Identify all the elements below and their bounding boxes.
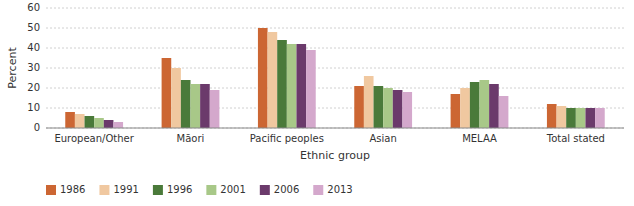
x-axis-label: Ethnic group <box>300 149 370 162</box>
bar <box>191 84 201 128</box>
bar <box>489 84 499 128</box>
bar <box>171 68 181 128</box>
legend-item: 2001 <box>206 184 245 195</box>
y-tick-label: 0 <box>34 122 40 133</box>
y-tick-label: 10 <box>27 102 40 113</box>
legend-item: 1996 <box>153 184 192 195</box>
bar <box>585 108 595 128</box>
grid-line <box>46 28 624 29</box>
bar <box>383 88 393 128</box>
bar <box>364 76 374 128</box>
bar <box>75 114 85 128</box>
legend-item: 1991 <box>99 184 138 195</box>
x-tick-label: Asian <box>370 133 397 144</box>
y-tick-label: 40 <box>27 42 40 53</box>
bar <box>268 32 278 128</box>
bar <box>374 86 384 128</box>
grid-line <box>46 68 624 69</box>
y-tick-label: 50 <box>27 22 40 33</box>
bars <box>65 28 604 128</box>
legend-swatch <box>260 185 270 195</box>
grid-line <box>46 108 624 109</box>
bar <box>393 90 403 128</box>
x-tick-label: Pacific peoples <box>250 133 324 144</box>
bar <box>557 106 567 128</box>
legend-label: 1996 <box>167 184 192 195</box>
legend-item: 2013 <box>313 184 352 195</box>
bar <box>451 94 461 128</box>
bar <box>200 84 210 128</box>
x-tick-label: Māori <box>177 133 205 144</box>
legend-label: 1986 <box>60 184 85 195</box>
bar <box>595 108 605 128</box>
bar <box>547 104 557 128</box>
bar <box>460 88 470 128</box>
legend: 1986 1991 1996 2001 2006 2013 <box>46 184 353 195</box>
bar <box>277 40 287 128</box>
y-axis-label: Percent <box>6 47 19 89</box>
legend-label: 2001 <box>220 184 245 195</box>
x-tick-label: European/Other <box>54 133 134 144</box>
bar <box>576 108 586 128</box>
x-axis-line <box>46 128 624 129</box>
bar <box>287 44 297 128</box>
bar <box>65 112 75 128</box>
grid-line <box>46 128 624 129</box>
y-tick-label: 20 <box>27 82 40 93</box>
bar <box>354 86 364 128</box>
legend-swatch <box>99 185 109 195</box>
bar <box>94 118 104 128</box>
legend-item: 2006 <box>260 184 299 195</box>
y-tick-label: 60 <box>27 2 40 13</box>
bar <box>162 58 172 128</box>
legend-swatch <box>206 185 216 195</box>
bar <box>306 50 316 128</box>
bar <box>181 80 191 128</box>
bar <box>296 44 306 128</box>
bar <box>566 108 576 128</box>
grid-line <box>46 88 624 89</box>
bar <box>402 92 412 128</box>
legend-swatch <box>313 185 323 195</box>
grid-line <box>46 48 624 49</box>
bar <box>113 122 123 128</box>
chart-svg: 0 10 20 30 40 50 60 European/Other Māori Pacific … <box>0 0 634 206</box>
x-tick-label: Total stated <box>546 133 605 144</box>
legend-label: 2006 <box>274 184 299 195</box>
y-tick-label: 30 <box>27 62 40 73</box>
legend-swatch <box>46 185 56 195</box>
legend-item: 1986 <box>46 184 85 195</box>
bar <box>210 90 220 128</box>
x-tick-label: MELAA <box>462 133 497 144</box>
legend-swatch <box>153 185 163 195</box>
bar <box>499 96 509 128</box>
legend-label: 1991 <box>113 184 138 195</box>
bar <box>104 120 114 128</box>
bar <box>258 28 268 128</box>
chart-container: 0 10 20 30 40 50 60 European/Other Māori Pacific … <box>0 0 634 206</box>
legend-label: 2013 <box>327 184 352 195</box>
bar <box>480 80 490 128</box>
grid <box>46 8 624 128</box>
bar <box>470 82 480 128</box>
bar <box>85 116 95 128</box>
grid-line <box>46 8 624 9</box>
